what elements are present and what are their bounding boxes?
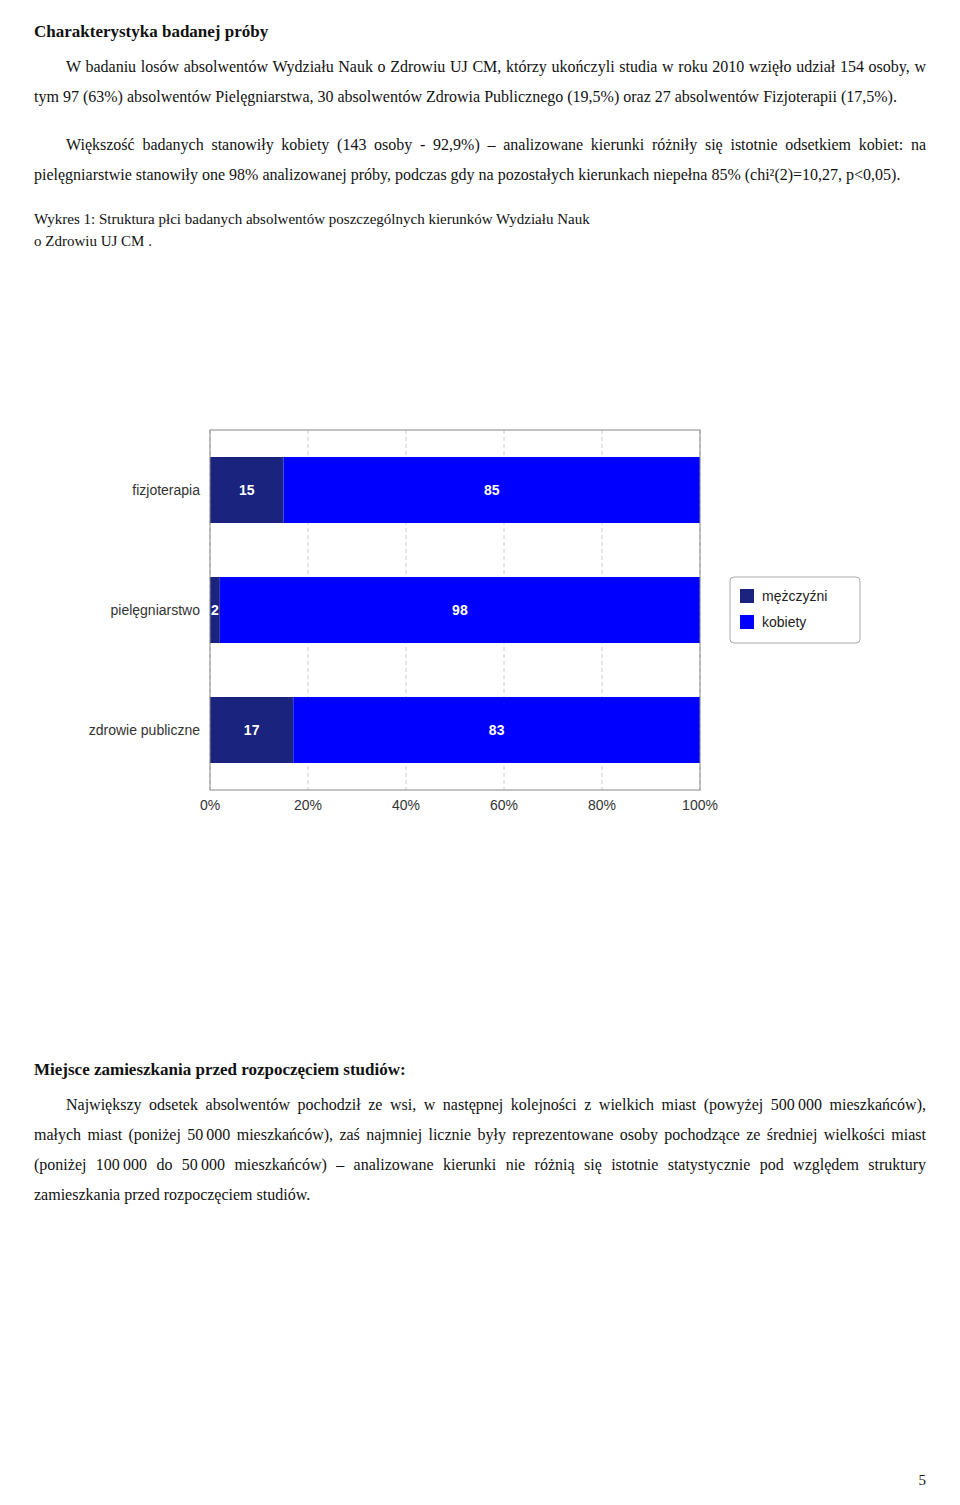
x-tick-label: 40% [392,797,420,813]
data-label: 85 [484,482,500,498]
bar [210,697,293,763]
x-tick-label: 0% [200,797,220,813]
data-label: 2 [211,602,219,618]
bar [210,577,220,643]
legend-label: mężczyźni [762,588,827,604]
caption-line: o Zdrowiu UJ CM . [34,230,926,252]
data-label: 98 [452,602,468,618]
upper-text: Charakterystyka badanej próby W badaniu l… [34,22,926,252]
x-tick-label: 80% [588,797,616,813]
data-label: 15 [239,482,255,498]
bars [210,457,700,763]
legend: mężczyźni kobiety [730,577,860,643]
x-tick-label: 60% [490,797,518,813]
heading: Charakterystyka badanej próby [34,22,926,42]
x-tick-label: 100% [682,797,718,813]
lower-text: Miejsce zamieszkania przed rozpoczęciem … [34,1060,926,1228]
page-number: 5 [919,1472,927,1489]
x-tick-label: 20% [294,797,322,813]
legend-label: kobiety [762,614,806,630]
paragraph: Większość badanych stanowiły kobiety (14… [34,130,926,190]
chart: 0% 20% 40% 60% 80% 100% fizjoterapia pielęgniar… [0,410,960,840]
bar [284,457,701,523]
bar [210,457,284,523]
bar [220,577,700,643]
plot-frame [210,430,700,790]
y-tick-label: zdrowie publiczne [89,722,200,738]
paragraph: Największy odsetek absolwentów pochodził… [34,1090,926,1210]
legend-swatch [740,615,754,629]
legend-swatch [740,589,754,603]
y-tick-label: fizjoterapia [132,482,200,498]
bar [293,697,700,763]
caption-line: Wykres 1: Struktura płci badanych absolw… [34,208,926,230]
y-tick-label: pielęgniarstwo [111,602,201,618]
paragraph: W badaniu losów absolwentów Wydziału Nau… [34,52,926,112]
caption: Wykres 1: Struktura płci badanych absolw… [34,208,926,252]
data-label: 83 [489,722,505,738]
section-heading: Miejsce zamieszkania przed rozpoczęciem … [34,1060,926,1080]
data-label: 17 [244,722,260,738]
legend-box [730,577,860,643]
